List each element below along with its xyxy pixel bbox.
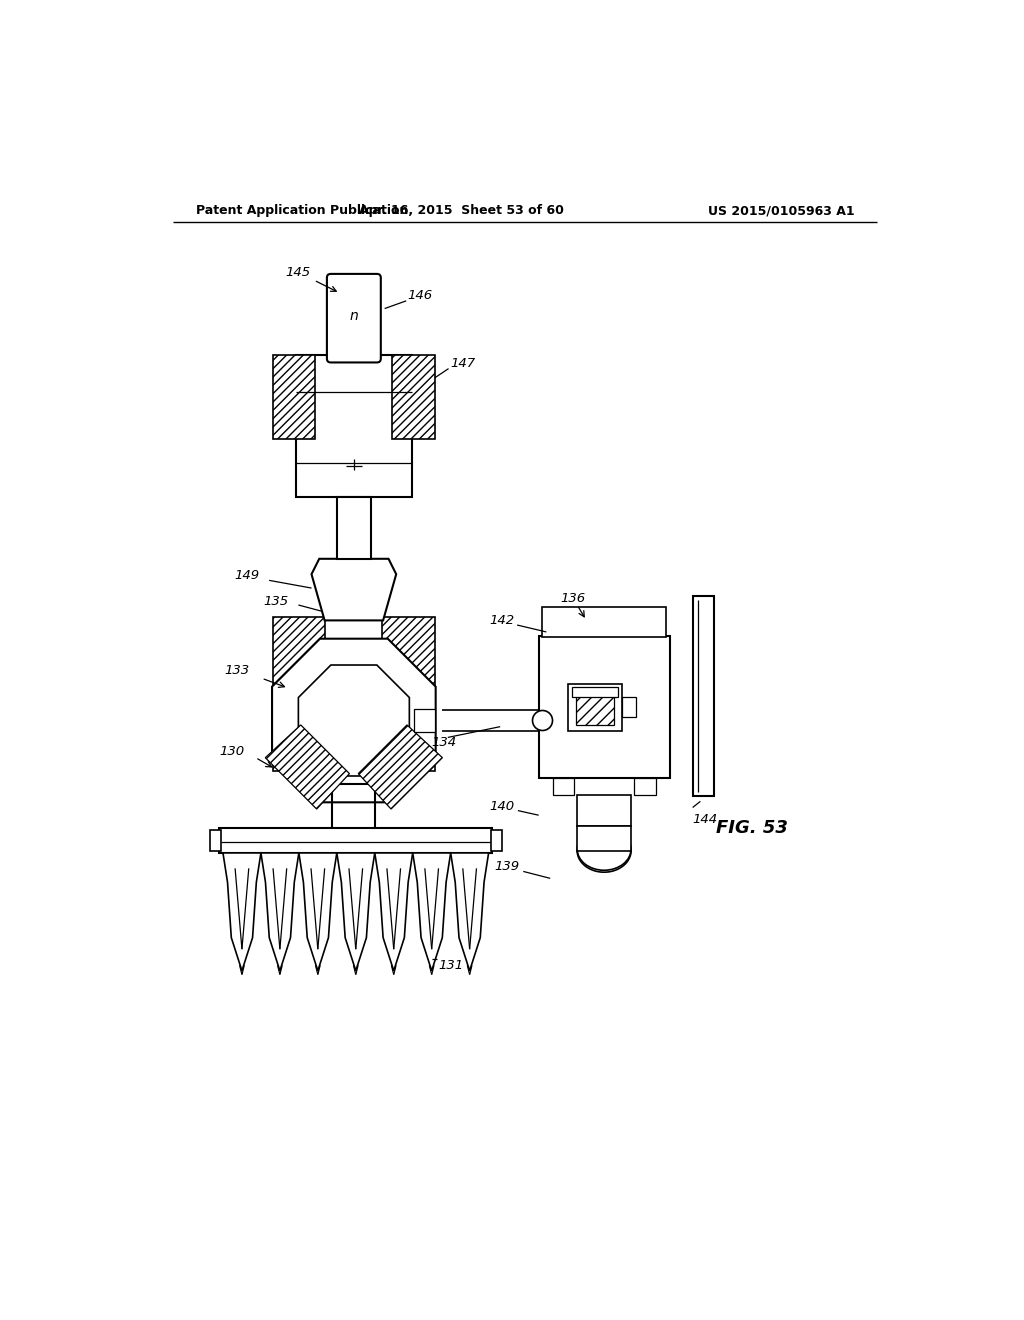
Bar: [575, 689, 614, 725]
Bar: [296, 355, 412, 498]
Bar: [578, 826, 631, 850]
Text: 149: 149: [234, 569, 260, 582]
Text: 131: 131: [438, 958, 464, 972]
Text: 140: 140: [488, 800, 514, 813]
Bar: [634, 779, 655, 795]
Bar: [273, 355, 315, 440]
Polygon shape: [223, 853, 261, 970]
Text: 145: 145: [286, 265, 336, 292]
Bar: [382, 616, 435, 771]
Bar: [542, 607, 667, 638]
Text: US 2015/0105963 A1: US 2015/0105963 A1: [708, 205, 854, 218]
Bar: [490, 830, 502, 851]
Bar: [692, 595, 714, 796]
Text: n: n: [349, 309, 358, 323]
Polygon shape: [311, 558, 396, 620]
Bar: [578, 795, 631, 826]
Text: 134: 134: [431, 735, 456, 748]
Circle shape: [532, 710, 553, 730]
Text: 135: 135: [263, 594, 289, 607]
Bar: [622, 697, 636, 718]
Text: 146: 146: [408, 289, 433, 302]
Polygon shape: [413, 853, 451, 970]
Bar: [219, 829, 493, 853]
Polygon shape: [298, 665, 410, 776]
Polygon shape: [358, 725, 442, 809]
Text: 139: 139: [495, 861, 519, 874]
Text: Apr. 16, 2015  Sheet 53 of 60: Apr. 16, 2015 Sheet 53 of 60: [359, 205, 564, 218]
Text: Patent Application Publication: Patent Application Publication: [196, 205, 409, 218]
Bar: [210, 830, 220, 851]
Bar: [571, 688, 617, 697]
Polygon shape: [265, 725, 349, 809]
Bar: [392, 355, 435, 440]
Text: 136: 136: [560, 593, 586, 606]
FancyBboxPatch shape: [327, 275, 381, 363]
Text: 133: 133: [225, 664, 250, 677]
Text: 144: 144: [692, 813, 718, 825]
Polygon shape: [261, 853, 299, 970]
Polygon shape: [299, 853, 337, 970]
Ellipse shape: [578, 828, 631, 870]
Polygon shape: [272, 639, 435, 803]
Bar: [337, 498, 371, 558]
Bar: [568, 684, 622, 731]
Text: 130: 130: [219, 744, 245, 758]
Text: 147: 147: [451, 358, 475, 371]
Polygon shape: [451, 853, 488, 970]
Bar: [414, 709, 435, 733]
Text: FIG. 53: FIG. 53: [716, 820, 787, 837]
Bar: [553, 779, 574, 795]
Text: 142: 142: [488, 614, 514, 627]
Polygon shape: [375, 853, 413, 970]
Polygon shape: [337, 853, 375, 970]
Bar: [273, 616, 326, 771]
Bar: [539, 636, 670, 779]
